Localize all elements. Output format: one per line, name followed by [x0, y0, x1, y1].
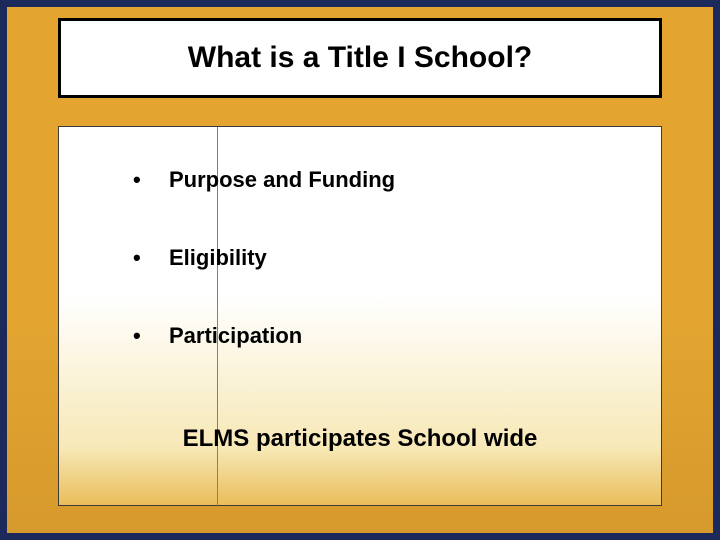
- bullet-marker: •: [133, 323, 169, 349]
- content-box: • Purpose and Funding • Eligibility • Pa…: [58, 126, 662, 506]
- slide: What is a Title I School? • Purpose and …: [0, 0, 720, 540]
- bullet-text: Purpose and Funding: [169, 167, 395, 193]
- footer-text: ELMS participates School wide: [59, 425, 661, 453]
- bullet-text: Participation: [169, 323, 302, 349]
- list-item: • Purpose and Funding: [133, 167, 633, 193]
- slide-title: What is a Title I School?: [188, 41, 533, 75]
- bullet-marker: •: [133, 245, 169, 271]
- title-box: What is a Title I School?: [58, 18, 662, 98]
- bullet-marker: •: [133, 167, 169, 193]
- bullet-list: • Purpose and Funding • Eligibility • Pa…: [133, 167, 633, 401]
- list-item: • Eligibility: [133, 245, 633, 271]
- bullet-text: Eligibility: [169, 245, 267, 271]
- list-item: • Participation: [133, 323, 633, 349]
